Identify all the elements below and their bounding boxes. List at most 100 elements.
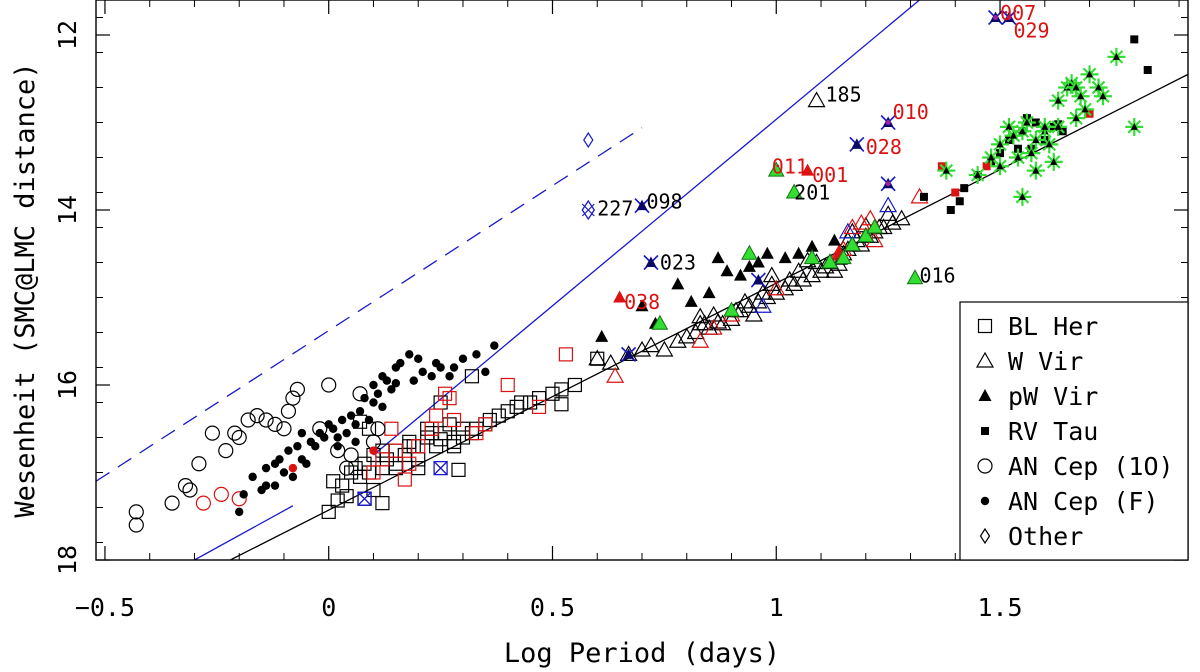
rv-tau-green-star-point-8-core [1023, 118, 1031, 126]
rv-tau-green-star-point-24-core [996, 162, 1004, 170]
pw-vir-point-12 [805, 239, 819, 252]
an-cep-f-point-33 [396, 358, 405, 368]
x-tick-label-0: −0.5 [75, 593, 135, 622]
pw-vir-green-point-6 [821, 253, 839, 269]
bl-her-red-point-1 [375, 452, 390, 467]
annotation-010: 010 [893, 100, 929, 124]
rv-tau-green-star-point-15 [1067, 78, 1086, 97]
an-cep-1o-point-10 [240, 412, 256, 428]
an-cep-1o-point-1 [128, 517, 144, 533]
an-cep-f-point-49 [297, 428, 307, 438]
rv-tau-green-star-point-2-core [987, 153, 995, 161]
series-an-cep-f [235, 341, 499, 517]
bl-her-point-28 [545, 386, 560, 401]
rv-tau-green-star-point-18-core [1086, 70, 1094, 78]
an-cep-f-point-50 [333, 433, 342, 442]
an-cep-1o-point-3 [177, 478, 194, 494]
an-cep-f-point-36 [414, 354, 423, 363]
legend-label-5: AN Cep (F) [1008, 487, 1159, 516]
legend: BL Her W Vir pW Vir RV Tau AN Cep (1O) AN Cep… [959, 301, 1189, 561]
w-vir-point-40 [852, 235, 871, 252]
w-vir-point-17 [776, 279, 795, 296]
w-vir-point-43 [735, 292, 754, 309]
an-cep-f-point-7 [279, 468, 289, 477]
bl-her-point-34 [348, 461, 363, 476]
pw-vir-green-point-3 [767, 161, 785, 177]
an-cep-1o-point-18 [321, 377, 337, 393]
legend-label-4: AN Cep (1O) [1008, 452, 1174, 481]
x-tick-label-3: 1 [769, 593, 784, 622]
an-cep-f-point-12 [302, 459, 311, 468]
pw-vir-navy-star-point-4-core [851, 138, 863, 149]
rv-tau-green-star-point-23 [1013, 187, 1032, 206]
rv-tau-point-16 [1130, 35, 1139, 44]
an-cep-1o-point-8 [227, 425, 243, 441]
rv-tau-green-star-point-4-core [1005, 122, 1013, 130]
y-tick-label-2: 16 [53, 370, 82, 400]
pw-vir-green-point-10 [866, 218, 884, 234]
an-cep-f-point-1 [239, 490, 248, 499]
an-cep-f-point-37 [418, 367, 427, 377]
bl-her-red-point-15 [429, 408, 444, 423]
an-cep-1o-point-11 [249, 408, 265, 424]
w-vir-point-49 [762, 266, 781, 283]
an-cep-f-point-8 [284, 446, 293, 455]
rv-tau-green-star-point-7-core [1018, 127, 1026, 135]
series-pw-vir [595, 233, 841, 342]
bl-her-point-2 [339, 489, 354, 504]
w-vir-point-36 [762, 275, 781, 291]
an-cep-f-point-35 [409, 376, 418, 385]
rv-tau-green-star-point-30-core [1032, 166, 1040, 174]
rv-tau-green-star-point-12 [1049, 117, 1068, 136]
an-cep-f-point-19 [333, 442, 342, 451]
rv-tau-point-3 [960, 184, 969, 193]
w-vir-point-37 [780, 270, 799, 287]
pw-vir-green-point-3-fill [767, 161, 785, 177]
an-cep-f-point-9 [288, 472, 298, 482]
pw-vir-point-5 [702, 286, 716, 299]
w-vir-red-point-7 [843, 218, 862, 235]
annotation-028: 028 [866, 135, 902, 159]
legend-marker-filled-square [981, 427, 989, 435]
an-cep-f-point-2 [248, 472, 257, 482]
pw-vir-green-point-8-fill [843, 235, 861, 251]
rv-tau-point-17 [1143, 66, 1152, 74]
rv-tau-green-star-point-8 [1017, 113, 1036, 132]
an-cep-f-point-45 [481, 367, 490, 377]
rv-tau-green-star-point-25-core [1041, 122, 1049, 130]
bl-her-red-point-9 [500, 377, 515, 393]
rv-tau-green-star-point-26 [1049, 91, 1068, 110]
rv-tau-green-star-point-4 [999, 117, 1018, 136]
an-cep-f-point-31 [387, 385, 396, 394]
w-vir-blue-point-1 [879, 196, 898, 213]
pw-vir-green-point-7 [835, 249, 852, 265]
bl-her-blue-crossed-point-1-cross [433, 461, 448, 476]
w-vir-point-58 [807, 91, 826, 108]
annotation-029: 029 [1013, 19, 1049, 43]
rv-tau-green-star-point-1 [968, 166, 987, 184]
bl-her-blue-crossed-point-0 [357, 491, 372, 506]
bl-her-red-point-12 [446, 412, 462, 428]
rv-tau-green-star-point-17-core [1081, 105, 1089, 113]
rv-tau-green-star-point-5 [1004, 126, 1023, 145]
rv-tau-green-star-point-27 [1067, 109, 1086, 128]
w-vir-point-13 [740, 297, 759, 313]
an-cep-1o-point-24 [339, 460, 355, 476]
an-cep-1o-point-5 [191, 456, 207, 472]
rv-tau-green-star-point-5-core [1009, 131, 1017, 139]
bl-her-point-4 [343, 465, 359, 480]
an-cep-f-point-48 [261, 481, 271, 490]
bl-her-point-23 [491, 408, 506, 423]
an-cep-f-point-44 [472, 350, 481, 359]
relation-line-1-segment-1 [373, 0, 920, 456]
an-cep-f-point-23 [351, 420, 360, 429]
bl-her-point-51 [411, 461, 426, 476]
x-axis-label: Log Period (days) [504, 638, 780, 669]
an-cep-1o-point-14 [276, 421, 292, 437]
pw-vir-navy-star-point-6-accent [885, 181, 891, 187]
x-tick-label-1: 0 [321, 593, 336, 622]
w-vir-point-16 [767, 283, 786, 300]
rv-tau-green-star-point-20 [1093, 87, 1112, 106]
an-cep-f-point-51 [351, 437, 360, 447]
rv-tau-green-star-point-28-core [1027, 149, 1035, 157]
